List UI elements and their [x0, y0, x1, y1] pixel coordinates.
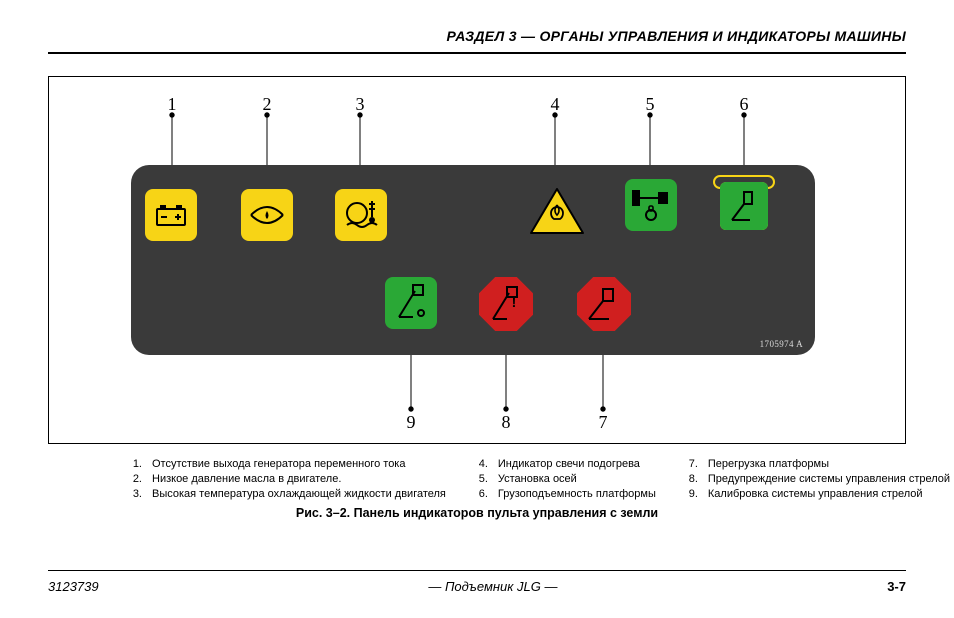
- capacity-green: [720, 182, 768, 230]
- legend-item: 2.Низкое давление масла в двигателе.: [126, 473, 446, 485]
- indicator-boom-warning: !: [479, 277, 533, 331]
- indicator-platform-overload: [577, 277, 631, 331]
- callout-3: 3: [352, 95, 368, 113]
- footer-left: 3123739: [48, 579, 99, 594]
- figure-frame: 1 2 3 4 5 6 9 8 7: [48, 76, 906, 444]
- indicator-oil-pressure: [241, 189, 293, 241]
- svg-text:!: !: [512, 294, 517, 310]
- legend-item: 1.Отсутствие выхода генератора переменно…: [126, 458, 446, 470]
- legend-item: 9.Калибровка системы управления стрелой: [682, 488, 950, 500]
- oil-can-icon: [245, 193, 289, 237]
- legend-item: 8.Предупреждение системы управления стре…: [682, 473, 950, 485]
- glow-plug-icon: [529, 187, 585, 237]
- section-header: РАЗДЕЛ 3 — ОРГАНЫ УПРАВЛЕНИЯ И ИНДИКАТОР…: [48, 28, 906, 54]
- legend-col-2: 4.Индикатор свечи подогрева 5.Установка …: [472, 458, 656, 500]
- callout-5: 5: [642, 95, 658, 113]
- callout-1: 1: [164, 95, 180, 113]
- indicator-glow-plug: [529, 187, 585, 237]
- indicator-capacity-stack: [713, 175, 775, 189]
- legend-item: 5.Установка осей: [472, 473, 656, 485]
- legend-col-3: 7.Перегрузка платформы 8.Предупреждение …: [682, 458, 950, 500]
- indicator-axle-set: [625, 179, 677, 231]
- footer-center: — Подъемник JLG —: [99, 579, 888, 594]
- legend-item: 7.Перегрузка платформы: [682, 458, 950, 470]
- legend-col-1: 1.Отсутствие выхода генератора переменно…: [126, 458, 446, 500]
- callout-8: 8: [498, 413, 514, 431]
- overload-icon: [581, 281, 627, 327]
- page: РАЗДЕЛ 3 — ОРГАНЫ УПРАВЛЕНИЯ И ИНДИКАТОР…: [0, 0, 954, 618]
- callout-9: 9: [403, 413, 419, 431]
- boom-warn-icon: !: [483, 281, 529, 327]
- indicator-panel: ! 1705974 A: [131, 165, 815, 355]
- boom-cal-icon: [389, 281, 433, 325]
- axle-icon: [629, 183, 673, 227]
- legend: 1.Отсутствие выхода генератора переменно…: [48, 458, 906, 500]
- legend-item: 3.Высокая температура охлаждающей жидкос…: [126, 488, 446, 500]
- indicator-coolant-temp: [335, 189, 387, 241]
- indicator-battery: [145, 189, 197, 241]
- callout-4: 4: [547, 95, 563, 113]
- panel-part-number: 1705974 A: [760, 339, 803, 349]
- coolant-temp-icon: [339, 193, 383, 237]
- callout-6: 6: [736, 95, 752, 113]
- platform-icon: [724, 186, 764, 226]
- footer-right: 3-7: [887, 579, 906, 594]
- figure-caption: Рис. 3–2. Панель индикаторов пульта упра…: [48, 506, 906, 520]
- indicator-boom-calibration: [385, 277, 437, 329]
- page-footer: 3123739 — Подъемник JLG — 3-7: [48, 570, 906, 594]
- callout-7: 7: [595, 413, 611, 431]
- callout-2: 2: [259, 95, 275, 113]
- battery-icon: [151, 195, 191, 235]
- legend-item: 6.Грузоподъемность платформы: [472, 488, 656, 500]
- legend-item: 4.Индикатор свечи подогрева: [472, 458, 656, 470]
